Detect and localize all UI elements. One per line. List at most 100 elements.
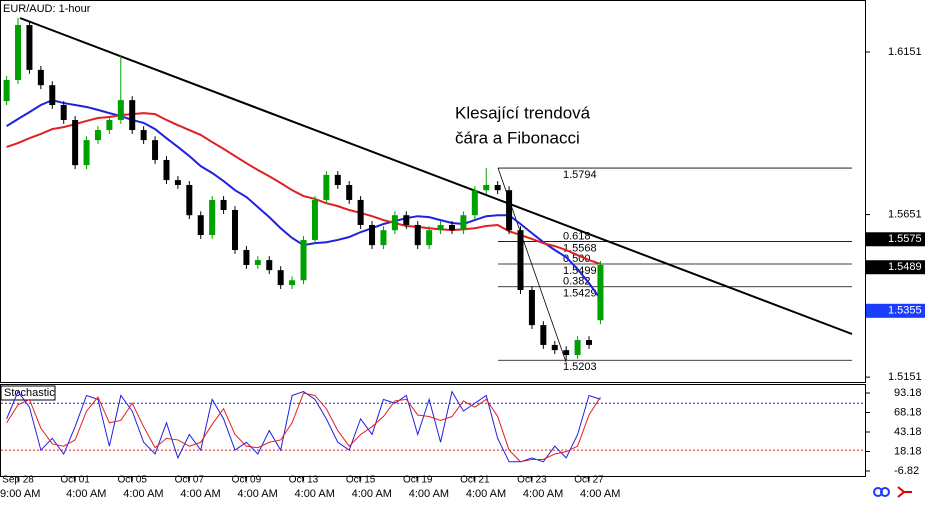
x-time-label: 9:00 AM <box>0 488 40 500</box>
x-time-label: 4:00 AM <box>295 488 335 500</box>
x-tick-label: Oct 15 <box>346 475 376 486</box>
candle-body <box>311 199 318 240</box>
fibonacci-ratio: 0.382 <box>563 276 591 288</box>
y-tick-label: 1.5151 <box>888 371 922 383</box>
candle-body <box>494 184 501 191</box>
candle-body <box>574 340 581 356</box>
candle-body <box>163 159 170 181</box>
x-tick-label: Oct 21 <box>460 475 490 486</box>
candle-body <box>380 230 387 246</box>
indicator-title: Stochastic <box>4 387 55 399</box>
x-time-label: 4:00 AM <box>123 488 163 500</box>
candle-body <box>140 130 147 141</box>
candle-body <box>243 250 250 265</box>
candle-body <box>300 239 307 281</box>
y-tick-label: 43.18 <box>894 426 922 438</box>
x-tick-label: Sep 28 <box>2 475 34 486</box>
candle-body <box>26 25 33 70</box>
x-time-label: 4:00 AM <box>523 488 563 500</box>
candle-body <box>209 199 216 236</box>
candle-body <box>106 119 113 131</box>
exit-icon[interactable] <box>897 486 912 498</box>
price-marker-label: 1.5355 <box>888 305 922 317</box>
x-time-label: 4:00 AM <box>580 488 620 500</box>
x-time-label: 4:00 AM <box>66 488 106 500</box>
x-time-label: 4:00 AM <box>466 488 506 500</box>
candle-body <box>460 215 467 231</box>
price-marker <box>866 303 925 318</box>
candle-body <box>83 140 90 166</box>
candle-body <box>506 190 513 231</box>
candle-body <box>129 100 136 131</box>
fibonacci-value: 1.5794 <box>563 169 597 181</box>
price-marker <box>866 260 925 275</box>
y-tick-label: 1.5651 <box>888 208 922 220</box>
candle-body <box>563 350 570 356</box>
price-marker <box>866 232 925 247</box>
candle-body <box>391 215 398 231</box>
candle-body <box>72 119 79 166</box>
link-icon[interactable] <box>880 487 890 497</box>
candle-body <box>414 224 421 246</box>
candle-body <box>220 199 227 211</box>
candle-body <box>323 174 330 200</box>
candle-body <box>334 174 341 185</box>
candle-body <box>437 224 444 231</box>
price-panel <box>0 0 866 383</box>
candle-body <box>152 140 159 160</box>
x-tick-label: Oct 13 <box>289 475 319 486</box>
candle-body <box>448 224 455 231</box>
candle-body <box>117 100 124 120</box>
candle-body <box>540 325 547 345</box>
trend-line <box>19 17 853 335</box>
candle-body <box>289 280 296 286</box>
toolbar-icons[interactable] <box>873 486 912 498</box>
candle-body <box>357 199 364 225</box>
x-tick-label: Oct 23 <box>517 475 547 486</box>
candle-body <box>346 184 353 200</box>
candle-body <box>232 210 238 251</box>
candle-body <box>403 215 410 225</box>
candle-body <box>586 340 593 345</box>
candle-body <box>37 69 44 86</box>
candle-body <box>528 289 535 326</box>
candle-body <box>517 230 524 290</box>
candle-body <box>426 230 433 246</box>
y-tick-label: 18.18 <box>894 445 922 457</box>
x-time-label: 4:00 AM <box>409 488 449 500</box>
candle-body <box>369 224 376 246</box>
candle-body <box>174 180 181 185</box>
x-tick-label: Oct 01 <box>60 475 90 486</box>
candle-body <box>60 105 67 120</box>
stochastic-line <box>6 392 601 463</box>
x-time-label: 4:00 AM <box>352 488 392 500</box>
candle-body <box>597 264 604 321</box>
candle-body <box>94 130 101 141</box>
fibonacci-value: 1.5429 <box>563 288 597 300</box>
candle-body <box>551 344 558 351</box>
x-tick-label: Oct 09 <box>232 475 262 486</box>
x-tick-label: Oct 05 <box>117 475 147 486</box>
candle-body <box>197 215 204 236</box>
x-time-label: 4:00 AM <box>180 488 220 500</box>
candle-body <box>254 260 261 265</box>
fibonacci-ratio: 0.618 <box>563 230 591 242</box>
candle-body <box>266 260 273 271</box>
candle-body <box>49 85 56 106</box>
y-tick-label: 1.6151 <box>888 46 922 58</box>
y-tick-label: 93.18 <box>894 387 922 399</box>
annotation: čára a Fibonacci <box>455 128 580 147</box>
price-marker-label: 1.5575 <box>888 233 922 245</box>
stochastic-panel <box>0 384 866 477</box>
price-marker-label: 1.5489 <box>888 261 922 273</box>
x-tick-label: Oct 07 <box>175 475 205 486</box>
x-tick-label: Oct 27 <box>574 475 604 486</box>
moving-average <box>6 112 601 265</box>
x-time-label: 4:00 AM <box>237 488 277 500</box>
candle-body <box>186 184 193 216</box>
candle-body <box>3 79 10 102</box>
x-tick-label: Oct 19 <box>403 475 433 486</box>
